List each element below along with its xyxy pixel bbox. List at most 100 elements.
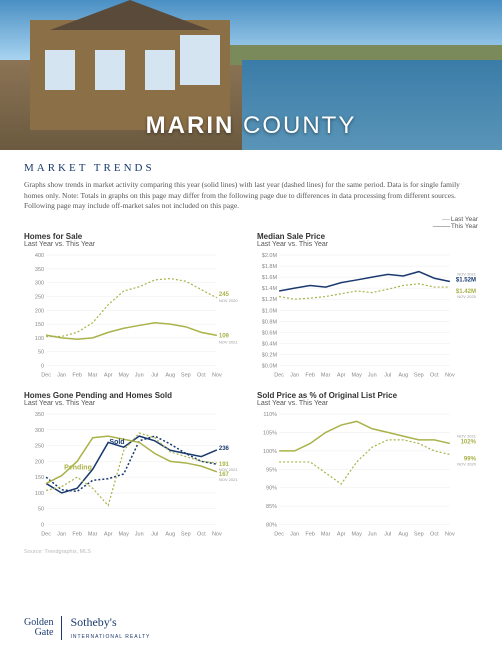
svg-text:May: May	[352, 372, 363, 378]
svg-text:Jan: Jan	[290, 532, 299, 538]
svg-text:200: 200	[35, 459, 44, 465]
svg-text:Apr: Apr	[337, 372, 346, 378]
svg-text:NOV 2020: NOV 2020	[219, 297, 238, 302]
svg-text:Sep: Sep	[181, 372, 191, 378]
svg-text:May: May	[352, 532, 363, 538]
chart-title: Homes for Sale	[24, 232, 245, 241]
svg-text:350: 350	[35, 412, 44, 418]
svg-text:Apr: Apr	[104, 532, 113, 538]
svg-text:Sold: Sold	[109, 439, 124, 446]
svg-text:Aug: Aug	[398, 532, 408, 538]
chart-svg: 050100150200250300350DecJanFebMarAprMayJ…	[24, 409, 245, 540]
svg-text:NOV 2021: NOV 2021	[457, 434, 476, 439]
svg-text:Jun: Jun	[135, 372, 144, 378]
svg-text:$0.8M: $0.8M	[262, 319, 278, 325]
svg-text:NOV 2021: NOV 2021	[457, 271, 476, 276]
chart-subtitle: Last Year vs. This Year	[24, 400, 245, 407]
svg-text:Sep: Sep	[414, 372, 424, 378]
svg-text:Jan: Jan	[57, 532, 66, 538]
svg-text:Feb: Feb	[305, 532, 315, 538]
chart-pending-sold: Homes Gone Pending and Homes Sold Last Y…	[24, 391, 245, 545]
svg-text:300: 300	[35, 280, 44, 286]
svg-text:100%: 100%	[263, 449, 277, 455]
svg-text:85%: 85%	[266, 504, 277, 510]
svg-text:400: 400	[35, 253, 44, 259]
chart-sold-pct: Sold Price as % of Original List Price L…	[257, 391, 478, 545]
hero-title: MARIN COUNTY	[146, 112, 357, 140]
svg-text:300: 300	[35, 428, 44, 434]
svg-text:150: 150	[35, 475, 44, 481]
svg-text:NOV 2020: NOV 2020	[457, 294, 476, 299]
svg-text:102%: 102%	[461, 440, 477, 446]
svg-text:Aug: Aug	[165, 532, 175, 538]
logo-sothebys: Sotheby'sINTERNATIONAL REALTY	[70, 616, 150, 640]
svg-text:$1.0M: $1.0M	[262, 308, 278, 314]
svg-text:Nov: Nov	[445, 372, 455, 378]
svg-text:Oct: Oct	[197, 372, 206, 378]
svg-text:May: May	[119, 532, 130, 538]
svg-text:Feb: Feb	[305, 372, 315, 378]
svg-text:Jul: Jul	[384, 532, 391, 538]
svg-text:Jan: Jan	[57, 372, 66, 378]
svg-text:Dec: Dec	[41, 372, 51, 378]
chart-median-price: Median Sale Price Last Year vs. This Yea…	[257, 232, 478, 386]
svg-text:$0.0M: $0.0M	[262, 363, 278, 369]
svg-text:Oct: Oct	[430, 372, 439, 378]
legend: - - - - Last Year ——— This Year	[24, 216, 478, 230]
svg-text:Oct: Oct	[197, 532, 206, 538]
svg-text:Mar: Mar	[321, 532, 331, 538]
svg-text:Sep: Sep	[414, 532, 424, 538]
svg-text:100: 100	[35, 335, 44, 341]
svg-text:Mar: Mar	[88, 532, 98, 538]
svg-text:236: 236	[219, 446, 230, 452]
svg-text:Jul: Jul	[151, 372, 158, 378]
chart-svg: 80%85%90%95%100%105%110%DecJanFebMarAprM…	[257, 409, 478, 540]
source-text: Source: Trendgraphix, MLS	[24, 549, 478, 555]
svg-text:Jun: Jun	[368, 532, 377, 538]
svg-text:$0.6M: $0.6M	[262, 330, 278, 336]
svg-text:50: 50	[38, 349, 44, 355]
svg-text:Oct: Oct	[430, 532, 439, 538]
chart-title: Sold Price as % of Original List Price	[257, 391, 478, 400]
logo-golden-gate: GoldenGate	[24, 618, 53, 638]
svg-text:Apr: Apr	[104, 372, 113, 378]
svg-text:Aug: Aug	[165, 372, 175, 378]
svg-text:Dec: Dec	[274, 372, 284, 378]
svg-text:90%: 90%	[266, 486, 277, 492]
svg-text:Nov: Nov	[212, 532, 222, 538]
svg-text:Jun: Jun	[135, 532, 144, 538]
svg-text:Nov: Nov	[445, 532, 455, 538]
chart-svg: 050100150200250300350400DecJanFebMarAprM…	[24, 250, 245, 381]
svg-text:Nov: Nov	[212, 372, 222, 378]
svg-text:Jun: Jun	[368, 372, 377, 378]
svg-text:95%: 95%	[266, 467, 277, 473]
svg-text:Jan: Jan	[290, 372, 299, 378]
svg-text:350: 350	[35, 266, 44, 272]
svg-text:Jul: Jul	[151, 532, 158, 538]
svg-text:Apr: Apr	[337, 532, 346, 538]
chart-title: Homes Gone Pending and Homes Sold	[24, 391, 245, 400]
svg-text:0: 0	[41, 363, 44, 369]
svg-text:250: 250	[35, 294, 44, 300]
svg-text:200: 200	[35, 308, 44, 314]
chart-subtitle: Last Year vs. This Year	[24, 241, 245, 248]
description: Graphs show trends in market activity co…	[24, 180, 478, 212]
svg-text:$0.4M: $0.4M	[262, 341, 278, 347]
chart-subtitle: Last Year vs. This Year	[257, 400, 478, 407]
svg-text:250: 250	[35, 444, 44, 450]
svg-text:$1.2M: $1.2M	[262, 297, 278, 303]
svg-text:Aug: Aug	[398, 372, 408, 378]
svg-text:Mar: Mar	[321, 372, 331, 378]
chart-subtitle: Last Year vs. This Year	[257, 241, 478, 248]
svg-text:Feb: Feb	[72, 532, 82, 538]
svg-text:80%: 80%	[266, 523, 277, 529]
svg-text:$0.2M: $0.2M	[262, 352, 278, 358]
chart-title: Median Sale Price	[257, 232, 478, 241]
svg-text:NOV 2020: NOV 2020	[457, 462, 476, 467]
chart-homes-for-sale: Homes for Sale Last Year vs. This Year 0…	[24, 232, 245, 386]
svg-text:$2.0M: $2.0M	[262, 253, 278, 259]
svg-text:Pending: Pending	[64, 464, 92, 471]
svg-text:110%: 110%	[263, 412, 277, 418]
svg-text:NOV 2021: NOV 2021	[219, 477, 238, 482]
svg-text:$1.52M: $1.52M	[456, 277, 476, 283]
